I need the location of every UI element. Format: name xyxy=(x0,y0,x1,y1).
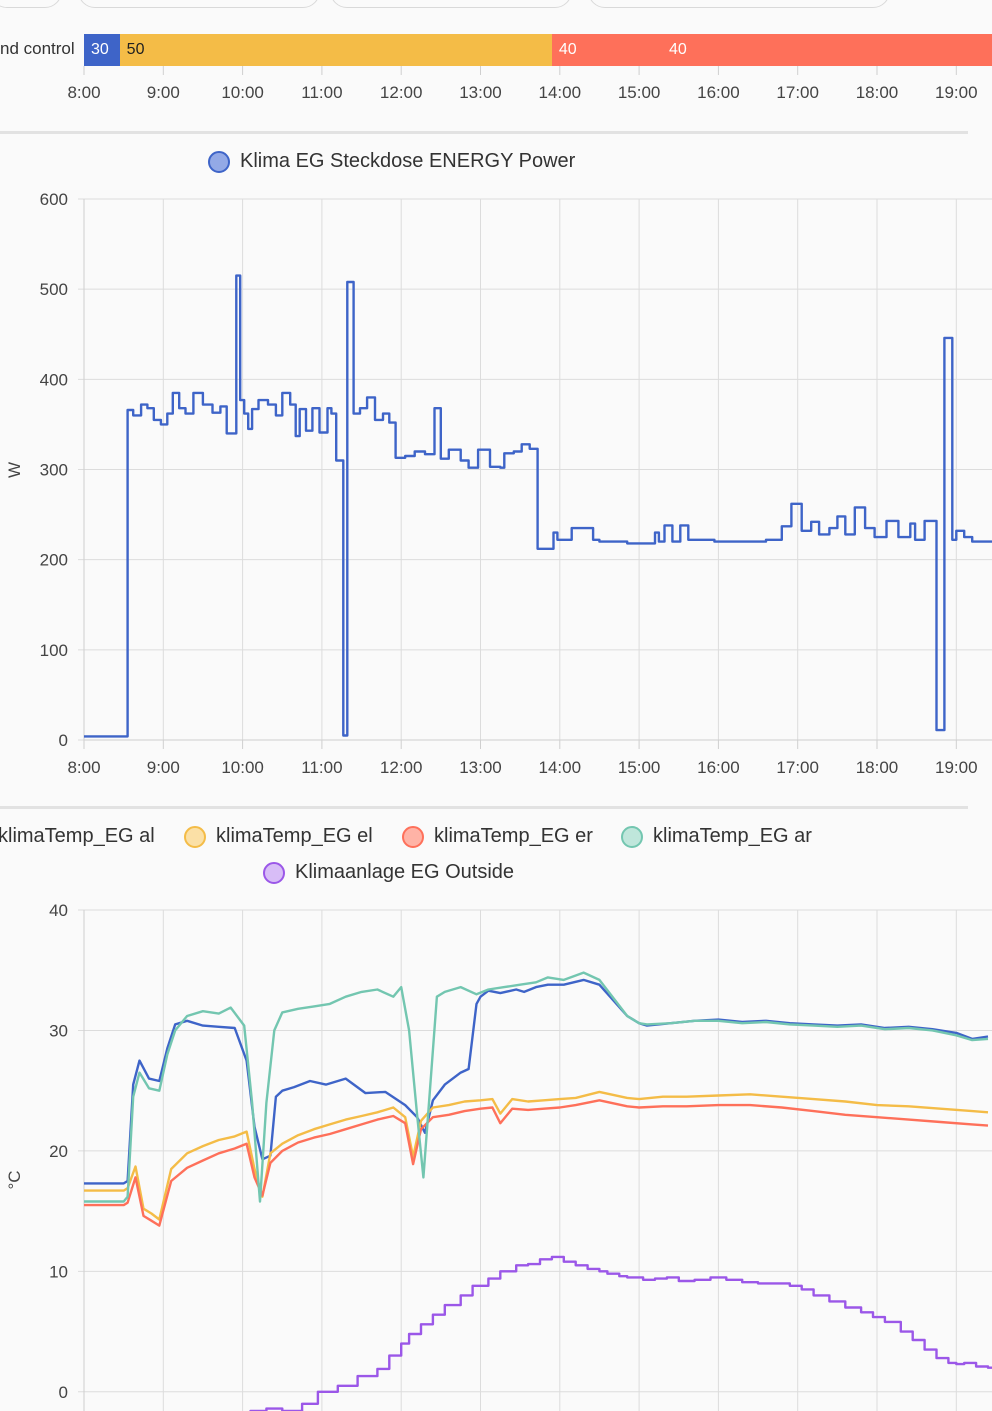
x-tick-label: 13:00 xyxy=(459,83,502,102)
series-line[interactable] xyxy=(84,1099,989,1227)
x-tick-label: 8:00 xyxy=(67,758,100,777)
y-tick-label: 30 xyxy=(49,1021,68,1040)
series-line[interactable] xyxy=(84,971,989,1203)
legend-item-power[interactable]: Klima EG Steckdose ENERGY Power xyxy=(208,150,575,173)
card-divider xyxy=(0,131,968,134)
x-tick-label: 10:00 xyxy=(221,83,264,102)
x-tick-label: 18:00 xyxy=(856,758,899,777)
legend-label: klimaTemp_EG ar xyxy=(653,825,812,847)
y-axis-title: W xyxy=(5,462,24,478)
legend-label: Klima EG Steckdose ENERGY Power xyxy=(240,150,576,172)
legend-dot-icon xyxy=(621,825,643,848)
legend-item-el[interactable]: klimaTemp_EG el xyxy=(184,825,373,848)
filter-chip[interactable] xyxy=(330,0,572,8)
legend-item-er[interactable]: klimaTemp_EG er xyxy=(402,825,593,848)
y-tick-label: 600 xyxy=(40,190,68,209)
x-tick-label: 10:00 xyxy=(221,758,264,777)
y-axis-title: °C xyxy=(5,1170,24,1189)
x-tick-label: 12:00 xyxy=(380,758,423,777)
series-line[interactable] xyxy=(84,1090,989,1221)
y-tick-label: 200 xyxy=(40,551,68,570)
x-tick-label: 16:00 xyxy=(697,758,740,777)
timeline-segment[interactable]: 50 xyxy=(119,34,552,66)
filter-chip[interactable] xyxy=(588,0,890,8)
legend-dot-icon xyxy=(208,150,230,173)
y-tick-label: 20 xyxy=(49,1142,68,1161)
legend-dot-icon xyxy=(184,825,206,848)
x-tick-label: 17:00 xyxy=(776,83,819,102)
x-tick-label: 8:00 xyxy=(67,83,100,102)
series-line[interactable] xyxy=(84,274,992,738)
x-tick-label: 11:00 xyxy=(301,83,342,102)
y-tick-label: 0 xyxy=(59,731,68,750)
timeline-x-axis: 8:00 9:00 10:00 11:00 12:00 13:00 14:00 15:00 16… xyxy=(67,66,978,102)
x-tick-label: 17:00 xyxy=(776,758,819,777)
y-tick-label: 300 xyxy=(40,461,68,480)
x-tick-label: 15:00 xyxy=(618,758,661,777)
x-tick-label: 14:00 xyxy=(539,83,582,102)
x-tick-label: 11:00 xyxy=(301,758,342,777)
y-tick-label: 10 xyxy=(49,1262,68,1281)
legend-label: klimaTemp_EG al xyxy=(0,825,155,847)
timeline-row-label: nd control xyxy=(0,39,75,58)
x-tick-label: 16:00 xyxy=(697,83,740,102)
timeline-segment[interactable]: 30 xyxy=(84,34,120,66)
legend-dot-icon xyxy=(263,861,285,884)
x-tick-label: 12:00 xyxy=(380,83,423,102)
x-tick-label: 9:00 xyxy=(147,83,180,102)
y-tick-label: 100 xyxy=(40,641,68,660)
filter-chip[interactable] xyxy=(78,0,320,8)
x-tick-label: 9:00 xyxy=(147,758,180,777)
card-divider xyxy=(0,806,968,809)
x-tick-label: 19:00 xyxy=(935,83,978,102)
x-tick-label: 14:00 xyxy=(539,758,582,777)
legend-label: klimaTemp_EG el xyxy=(216,825,373,847)
y-tick-label: 500 xyxy=(40,280,68,299)
legend-item-al[interactable]: klimaTemp_EG al xyxy=(0,825,155,848)
series-line[interactable] xyxy=(84,978,989,1185)
legend-item-ar[interactable]: klimaTemp_EG ar xyxy=(621,825,812,848)
x-tick-label: 18:00 xyxy=(856,83,899,102)
timeline-segment-label: 40 xyxy=(669,41,687,58)
temperature-chart: 0 10 20 30 40 °C xyxy=(5,901,992,1411)
y-tick-label: 400 xyxy=(40,370,68,389)
x-tick-label: 13:00 xyxy=(459,758,502,777)
legend-label: klimaTemp_EG er xyxy=(434,825,593,847)
filter-chip[interactable] xyxy=(0,0,62,8)
y-tick-label: 40 xyxy=(49,901,68,920)
y-tick-label: 0 xyxy=(59,1383,68,1402)
x-tick-label: 15:00 xyxy=(618,83,661,102)
timeline-segment[interactable]: 40 xyxy=(551,34,992,66)
legend-dot-icon xyxy=(402,825,424,848)
timeline-bar[interactable]: 30 50 40 40 xyxy=(82,34,992,66)
series-line[interactable] xyxy=(84,1255,992,1411)
legend-item-outside[interactable]: Klimaanlage EG Outside xyxy=(263,861,514,884)
power-chart: 0 100 200 300 400 500 600 8:00 9:00 10:00 11:00 12:… xyxy=(5,190,992,777)
x-tick-label: 19:00 xyxy=(935,758,978,777)
legend-label: Klimaanlage EG Outside xyxy=(295,861,515,883)
